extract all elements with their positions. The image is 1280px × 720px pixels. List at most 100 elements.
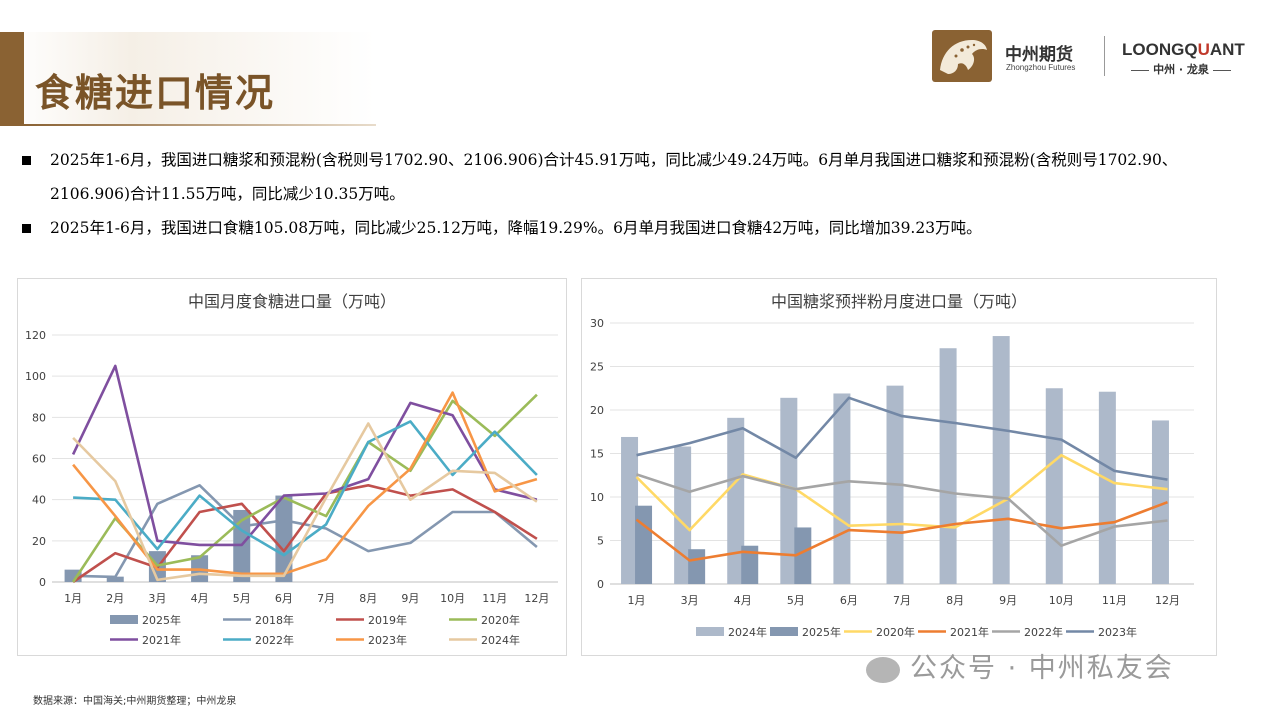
bullet-text: 2025年1-6月，我国进口食糖105.08万吨，同比减少25.12万吨，降幅1… (50, 219, 982, 237)
bullet-text: 2025年1-6月，我国进口糖浆和预混粉(含税则号1702.90、2106.90… (50, 151, 1178, 203)
loongquant-prefix: LOONGQ (1122, 40, 1198, 59)
loongquant-suffix: ANT (1209, 40, 1245, 59)
bar (794, 527, 812, 584)
legend-label: 2020年 (481, 613, 520, 627)
x-tick-label: 4月 (191, 592, 209, 605)
legend-label: 2023年 (368, 633, 407, 647)
x-tick-label: 5月 (233, 592, 251, 605)
title-accent-bar (0, 32, 24, 126)
bar (1151, 420, 1169, 584)
bar (688, 549, 706, 584)
bar (992, 336, 1010, 584)
x-tick-label: 10月 (440, 592, 465, 605)
x-tick-label: 8月 (946, 594, 964, 607)
bar (780, 397, 798, 584)
data-source-note: 数据来源：中国海关;中州期货整理；中州龙泉 (33, 696, 237, 707)
bar (1098, 391, 1116, 584)
legend-label: 2025年 (802, 625, 841, 639)
series-line (72, 422, 538, 582)
y-tick-label: 100 (25, 370, 46, 383)
x-tick-label: 5月 (787, 594, 805, 607)
chart-title: 中国糖浆预拌粉月度进口量（万吨） (771, 292, 1027, 311)
y-tick-label: 0 (39, 576, 46, 589)
chart-title: 中国月度食糖进口量（万吨） (188, 292, 396, 311)
bar (621, 436, 639, 584)
loongquant-subtitle: 中州 · 龙泉 (1122, 61, 1240, 77)
sugar-import-chart: 中国月度食糖进口量（万吨） 0 20 40 60 80 100 120 1月 2月 3月 4月 5月 6… (17, 278, 567, 656)
series-line (636, 473, 1168, 547)
bar (741, 545, 759, 584)
x-tick-label: 6月 (840, 594, 858, 607)
x-tick-label: 1月 (64, 592, 82, 605)
syrup-premix-import-chart-svg: 中国糖浆预拌粉月度进口量（万吨） 0 5 10 15 20 25 30 1月 3月 4月 5月 6月 7… (590, 292, 1194, 639)
x-tick-label: 7月 (893, 594, 911, 607)
legend-label: 2019年 (368, 613, 407, 627)
y-tick-label: 80 (32, 411, 46, 424)
legend-swatch (770, 627, 798, 636)
x-tick-label: 2月 (106, 592, 124, 605)
legend-swatch (110, 615, 138, 624)
loongquant-logo: LOONGQUANT (1122, 40, 1245, 60)
legend-label: 2024年 (481, 633, 520, 647)
series-line (71, 364, 538, 547)
bullet-square-icon (22, 156, 31, 165)
series-line (73, 420, 538, 557)
bar (635, 505, 653, 584)
x-tick-label: 1月 (628, 594, 646, 607)
bar (106, 576, 124, 582)
y-tick-label: 60 (32, 453, 46, 466)
x-tick-label: 12月 (524, 592, 549, 605)
legend-label: 2021年 (142, 633, 181, 647)
x-tick-label: 3月 (681, 594, 699, 607)
x-tick-label: 11月 (1102, 594, 1127, 607)
loongquant-accent: U (1197, 40, 1210, 59)
title-underline (24, 124, 376, 126)
watermark: 公众号 · 中州私友会 (866, 646, 1174, 685)
y-tick-label: 120 (25, 329, 46, 342)
page-title: 食糖进口情况 (35, 70, 276, 115)
legend-label: 2020年 (876, 625, 915, 639)
y-tick-label: 15 (590, 448, 604, 461)
summary-bullets: 2025年1-6月，我国进口糖浆和预混粉(含税则号1702.90、2106.90… (22, 143, 1252, 245)
x-tick-label: 9月 (401, 592, 419, 605)
bar (939, 348, 957, 584)
wechat-icon (866, 656, 900, 683)
legend-label: 2022年 (1024, 625, 1063, 639)
x-tick-label: 4月 (734, 594, 752, 607)
bullet-square-icon (22, 224, 31, 233)
x-tick-label: 3月 (148, 592, 166, 605)
bar (727, 417, 745, 584)
y-tick-label: 40 (32, 494, 46, 507)
series-line (635, 453, 1168, 532)
legend-label: 2023年 (1098, 625, 1137, 639)
legend-label: 2022年 (255, 633, 294, 647)
legend-label: 2021年 (950, 625, 989, 639)
x-tick-label: 12月 (1155, 594, 1180, 607)
company-name-en: Zhongzhou Futures (1006, 63, 1076, 72)
series-line (636, 396, 1168, 481)
y-tick-label: 25 (590, 361, 604, 374)
legend-label: 2024年 (728, 625, 767, 639)
logo-divider (1104, 36, 1105, 76)
series-line (635, 500, 1168, 562)
bar (833, 393, 851, 584)
bar (1045, 388, 1063, 584)
bar (674, 446, 692, 584)
y-tick-label: 5 (597, 535, 604, 548)
y-tick-label: 20 (32, 535, 46, 548)
x-tick-label: 10月 (1049, 594, 1074, 607)
bullet-item: 2025年1-6月，我国进口糖浆和预混粉(含税则号1702.90、2106.90… (22, 143, 1252, 211)
bar (275, 495, 293, 582)
x-tick-label: 9月 (999, 594, 1017, 607)
y-tick-label: 20 (590, 404, 604, 417)
legend-label: 2025年 (142, 613, 181, 627)
syrup-premix-import-chart: 中国糖浆预拌粉月度进口量（万吨） 0 5 10 15 20 25 30 1月 3月 4月 5月 6月 7… (581, 278, 1217, 656)
bullet-item: 2025年1-6月，我国进口食糖105.08万吨，同比减少25.12万吨，降幅1… (22, 211, 1252, 245)
y-tick-label: 0 (597, 578, 604, 591)
series-line (72, 393, 538, 583)
x-tick-label: 11月 (482, 592, 507, 605)
legend-swatch (696, 627, 724, 636)
title-band (0, 32, 375, 126)
sugar-import-chart-svg: 中国月度食糖进口量（万吨） 0 20 40 60 80 100 120 1月 2月 3月 4月 5月 6… (25, 292, 558, 647)
legend-label: 2018年 (255, 613, 294, 627)
